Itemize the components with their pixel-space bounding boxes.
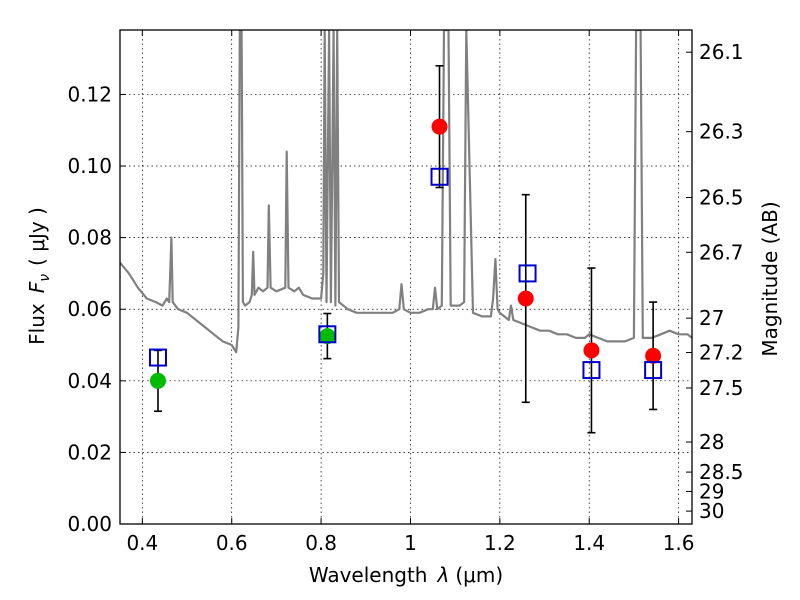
x-tick-label: 1.4 xyxy=(573,531,605,555)
red-data-point xyxy=(517,290,534,307)
x-tick-label: 0.8 xyxy=(305,531,337,555)
tick-labels: 0.4 0.6 0.8 1 1.2 1.4 1.6 0.00 0.02 0.04 0.06 0.08 0… xyxy=(67,40,743,555)
y2-tick-label: 28 xyxy=(699,430,724,454)
y2-axis-label: Magnitude (AB) xyxy=(758,201,782,356)
model-square-marker xyxy=(148,348,167,367)
x-axis-label: Wavelength λ (μm) xyxy=(309,563,503,587)
green-data-point xyxy=(149,372,166,389)
model-square-marker xyxy=(582,361,601,380)
red-data-point xyxy=(583,342,600,359)
red-data-point xyxy=(645,347,662,364)
spectrum-line xyxy=(120,30,692,354)
y-tick-label: 0.02 xyxy=(67,440,112,464)
grid xyxy=(120,30,692,525)
green-data-point xyxy=(319,328,336,345)
x-tick-label: 1.2 xyxy=(484,531,516,555)
y2-tick-label: 29 xyxy=(699,479,724,503)
series-clip-group xyxy=(120,30,692,434)
red-data-point xyxy=(431,118,448,135)
y2-tick-label: 27.2 xyxy=(699,341,744,365)
x-tick-label: 0.4 xyxy=(126,531,158,555)
y2-tick-label: 28.5 xyxy=(699,460,744,484)
y2-tick-label: 27.5 xyxy=(699,376,744,400)
model-square-marker xyxy=(644,361,663,380)
plot-area xyxy=(120,30,692,434)
y-tick-label: 0.10 xyxy=(67,154,112,178)
model-square-marker xyxy=(318,325,337,344)
x-tick-label: 1 xyxy=(404,531,417,555)
y-axis-label: FluxFν( μJy ) xyxy=(25,207,53,345)
axis-ticks xyxy=(120,30,692,525)
x-tick-label: 1.6 xyxy=(663,531,695,555)
y-tick-label: 0.00 xyxy=(67,512,112,536)
y2-tick-label: 26.1 xyxy=(699,40,744,64)
plot-frame xyxy=(119,29,693,525)
y2-tick-label: 26.3 xyxy=(699,120,744,144)
y-tick-label: 0.12 xyxy=(67,82,112,106)
y2-tick-label: 26.7 xyxy=(699,240,744,264)
y2-tick-label: 30 xyxy=(699,499,724,523)
y2-tick-label: 27 xyxy=(699,306,724,330)
x-tick-label: 0.6 xyxy=(216,531,248,555)
y2-tick-label: 26.5 xyxy=(699,186,744,210)
model-square-marker xyxy=(518,264,537,283)
y-tick-label: 0.06 xyxy=(67,297,112,321)
y-tick-label: 0.04 xyxy=(67,369,112,393)
model-square-marker xyxy=(430,167,449,186)
y-tick-label: 0.08 xyxy=(67,226,112,250)
